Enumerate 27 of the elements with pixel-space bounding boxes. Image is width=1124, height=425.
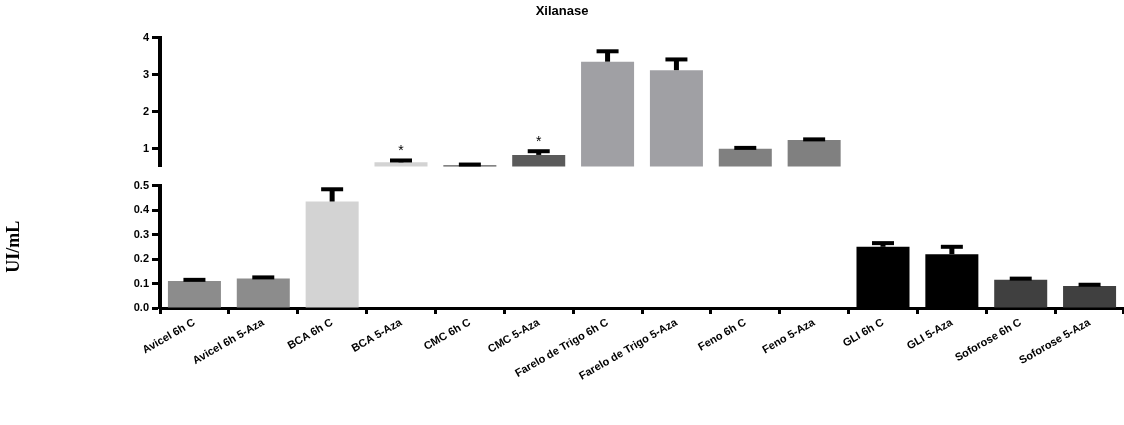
x-tick-label: CMC 5-Aza bbox=[485, 315, 542, 355]
annotation: * bbox=[535, 133, 542, 150]
y-tick-label: 0.3 bbox=[133, 227, 149, 240]
x-tick-label: GLI 5-Aza bbox=[904, 315, 956, 352]
x-tick-label: BCA 5-Aza bbox=[349, 315, 405, 354]
y-tick-label: 0.5 bbox=[133, 178, 149, 191]
y-tick-label: 0.4 bbox=[133, 203, 150, 216]
bar bbox=[994, 279, 1048, 308]
y-tick-label: 0.0 bbox=[133, 301, 149, 314]
y-tick-label: 3 bbox=[142, 67, 149, 80]
x-tick-label: GLI 6h C bbox=[840, 315, 886, 349]
y-tick-label: 0.1 bbox=[133, 276, 149, 289]
bar bbox=[1063, 285, 1117, 308]
bar bbox=[236, 278, 290, 308]
annotation: * bbox=[398, 142, 405, 159]
x-tick-label: Feno 6h C bbox=[695, 315, 748, 353]
chart-title: Xilanase bbox=[535, 3, 589, 19]
y-tick-label: 1 bbox=[142, 141, 149, 154]
bar bbox=[167, 281, 221, 308]
x-tick-label: BCA 6h C bbox=[285, 315, 335, 352]
y-axis-title: UI/mL bbox=[3, 220, 24, 273]
y-tick-label: 4 bbox=[142, 30, 150, 43]
y-tick-label: 0.2 bbox=[133, 252, 149, 265]
y-tick-label: 2 bbox=[142, 104, 149, 117]
bar bbox=[305, 201, 359, 308]
x-tick-label: Feno 5-Aza bbox=[759, 315, 818, 356]
x-tick-label: CMC 6h C bbox=[421, 315, 473, 353]
